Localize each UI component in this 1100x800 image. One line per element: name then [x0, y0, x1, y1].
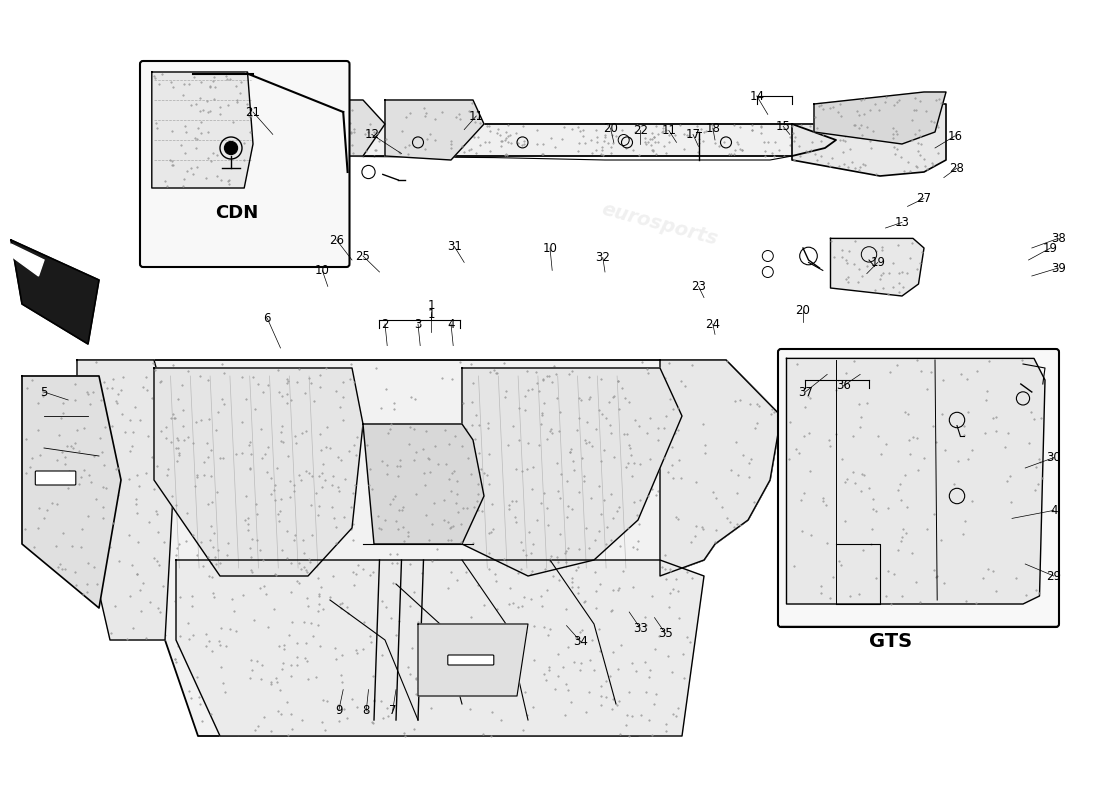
Text: 26: 26 [329, 234, 344, 246]
Text: 8: 8 [363, 704, 370, 717]
FancyBboxPatch shape [448, 655, 494, 665]
Text: 29: 29 [1046, 570, 1062, 582]
Text: 1: 1 [428, 299, 435, 312]
Text: 1: 1 [428, 308, 435, 321]
Text: 11: 11 [469, 110, 484, 122]
FancyBboxPatch shape [35, 471, 76, 485]
Text: 19: 19 [870, 256, 886, 269]
Text: 27: 27 [916, 192, 932, 205]
Text: 15: 15 [776, 120, 791, 133]
Text: 36: 36 [836, 379, 851, 392]
Polygon shape [363, 424, 484, 544]
Text: 21: 21 [245, 106, 261, 118]
Polygon shape [176, 560, 704, 736]
Text: 39: 39 [1050, 262, 1066, 274]
Polygon shape [814, 92, 946, 144]
Text: 13: 13 [894, 216, 910, 229]
Text: 34: 34 [573, 635, 588, 648]
Text: 24: 24 [705, 318, 720, 330]
Text: 6: 6 [264, 312, 271, 325]
Polygon shape [22, 376, 121, 608]
Text: 28: 28 [949, 162, 965, 174]
Text: 31: 31 [447, 240, 462, 253]
Text: 20: 20 [603, 122, 618, 134]
Polygon shape [11, 244, 44, 276]
Polygon shape [77, 360, 781, 736]
Text: 35: 35 [658, 627, 673, 640]
Polygon shape [660, 360, 781, 576]
FancyBboxPatch shape [140, 61, 350, 267]
Polygon shape [154, 368, 363, 576]
Text: 4: 4 [448, 318, 454, 330]
Text: 37: 37 [798, 386, 813, 398]
Text: 20: 20 [795, 304, 811, 317]
Text: 30: 30 [1046, 451, 1062, 464]
Text: 12: 12 [364, 128, 380, 141]
Polygon shape [830, 238, 924, 296]
Polygon shape [152, 72, 253, 188]
Polygon shape [385, 100, 484, 160]
Polygon shape [786, 358, 1045, 604]
Text: 10: 10 [315, 264, 330, 277]
Text: 17: 17 [685, 128, 701, 141]
Text: eurosports: eurosports [600, 199, 720, 249]
Text: 2: 2 [382, 318, 388, 330]
Text: 14: 14 [749, 90, 764, 102]
Circle shape [224, 142, 238, 154]
Text: 22: 22 [632, 124, 648, 137]
Text: 11: 11 [661, 124, 676, 137]
Text: 38: 38 [1050, 232, 1066, 245]
Text: 16: 16 [947, 130, 962, 142]
Text: 33: 33 [632, 622, 648, 634]
Polygon shape [275, 132, 330, 156]
Polygon shape [11, 240, 99, 344]
Text: 3: 3 [415, 318, 421, 330]
Text: CDN: CDN [214, 204, 258, 222]
Text: 4: 4 [1050, 504, 1057, 517]
Text: 32: 32 [595, 251, 610, 264]
Polygon shape [275, 124, 836, 156]
Polygon shape [792, 104, 946, 176]
FancyBboxPatch shape [778, 349, 1059, 627]
Text: 10: 10 [542, 242, 558, 254]
Polygon shape [418, 624, 528, 696]
Text: 9: 9 [336, 704, 342, 717]
Text: GTS: GTS [869, 632, 913, 651]
Polygon shape [462, 368, 682, 576]
Text: eurosports: eurosports [174, 453, 310, 507]
Polygon shape [77, 360, 176, 640]
Text: 5: 5 [41, 386, 47, 398]
Text: 23: 23 [691, 280, 706, 293]
Text: 18: 18 [705, 122, 720, 134]
Text: eurosports: eurosports [504, 469, 640, 523]
Polygon shape [308, 100, 385, 156]
Text: 25: 25 [355, 250, 371, 262]
Text: 19: 19 [1043, 242, 1058, 254]
Text: 7: 7 [389, 704, 396, 717]
